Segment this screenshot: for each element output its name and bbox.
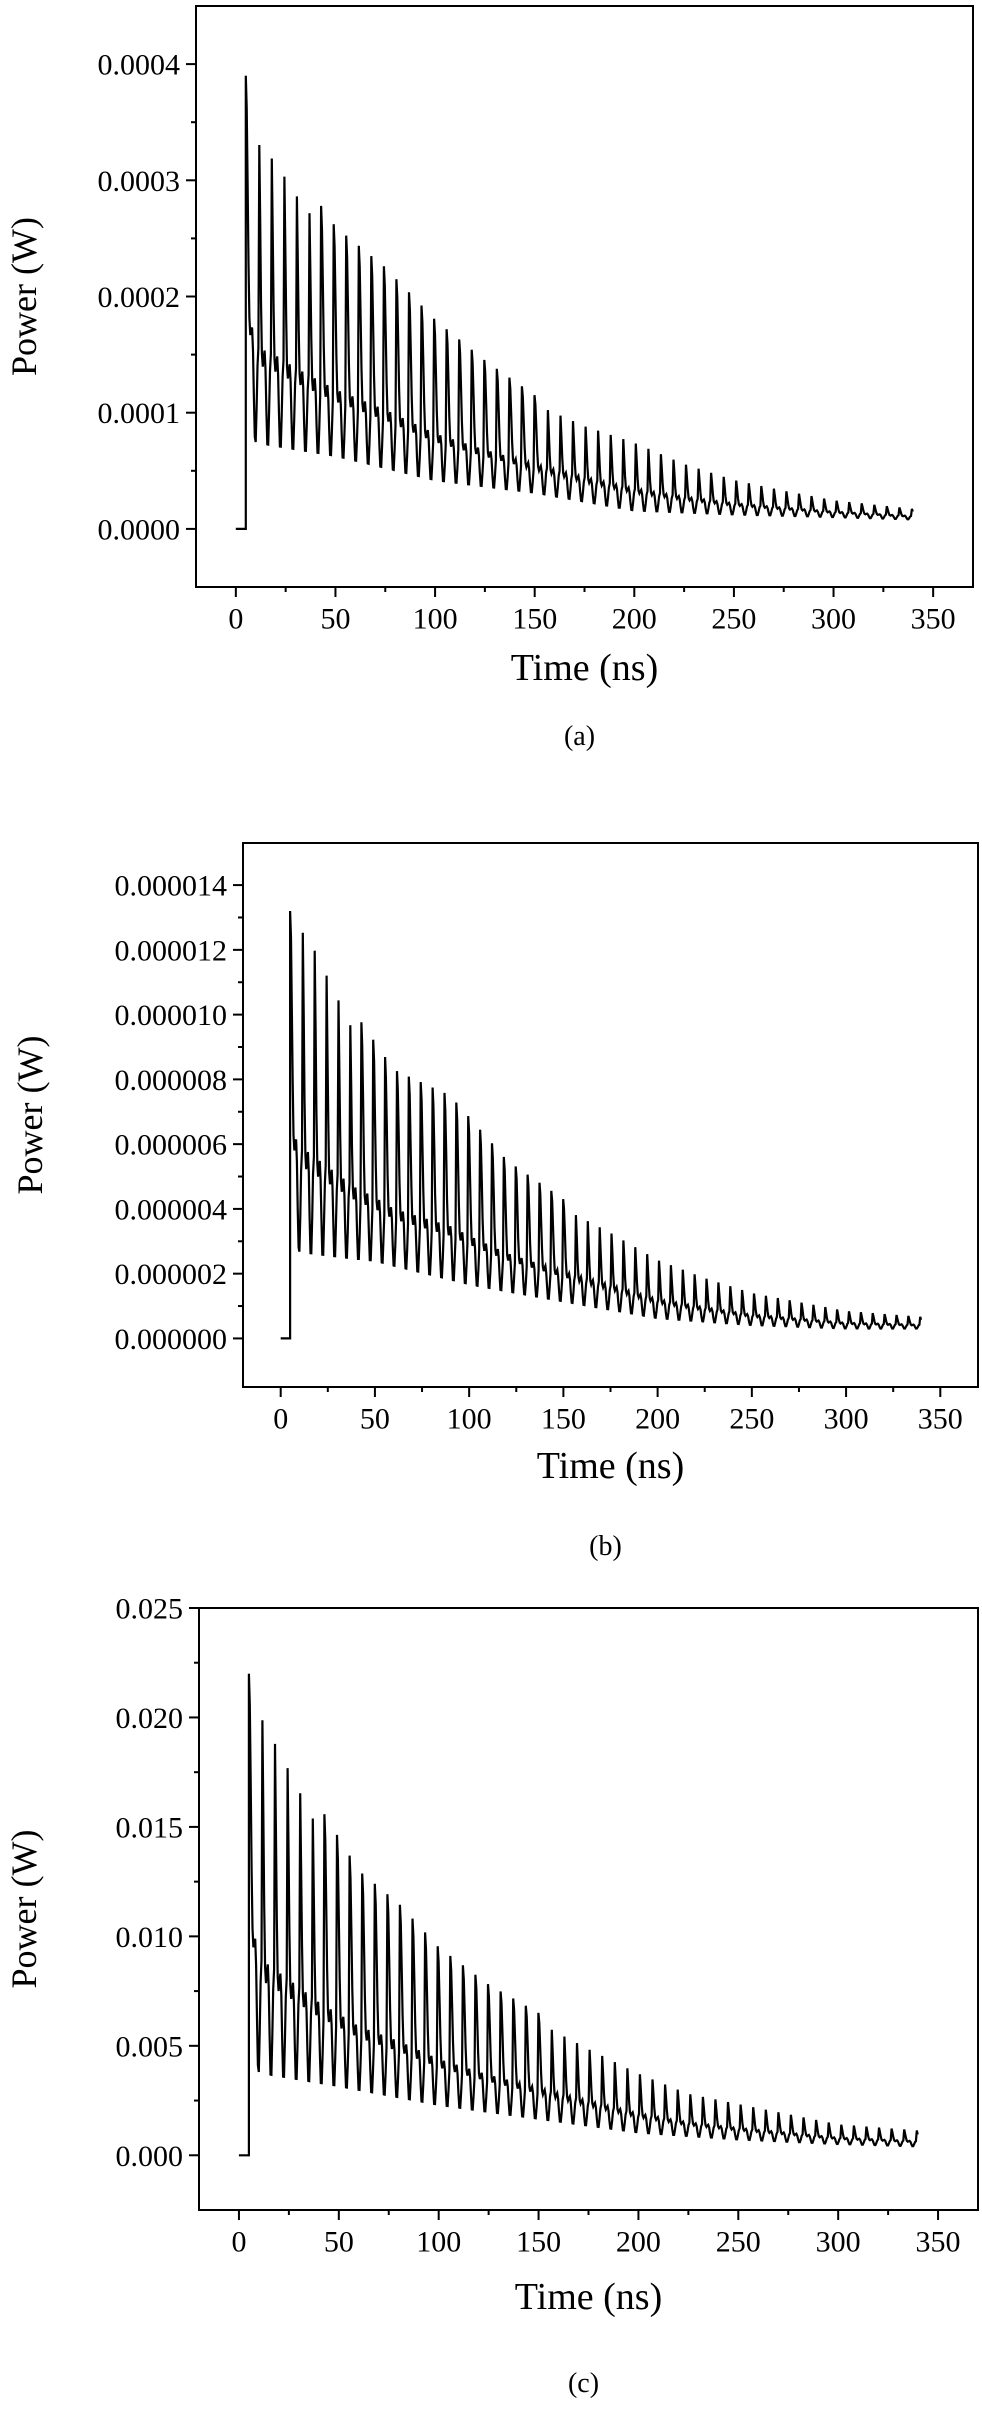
- x-tick-label: 350: [916, 2226, 961, 2259]
- y-tick-label: 0.000010: [115, 999, 228, 1032]
- y-axis-ticks: 0.0000 0.0001 0.0002 0.0003 0.0004: [98, 49, 196, 546]
- power-series-line: [235, 75, 914, 530]
- x-axis-label: Time (ns): [515, 2276, 662, 2318]
- y-tick-label: 0.020: [116, 1702, 184, 1735]
- x-axis-label: Time (ns): [511, 647, 658, 689]
- chart-panel-c: 0.000 0.005 0.010 0.015 0.020 0.025 0 50 100 150…: [4, 1593, 979, 2399]
- x-tick-label: 0: [231, 2226, 246, 2259]
- x-tick-label: 50: [324, 2226, 354, 2259]
- y-tick-label: 0.000012: [115, 934, 228, 967]
- plot-frame: [198, 1607, 979, 2211]
- x-tick-label: 200: [616, 2226, 661, 2259]
- power-series-line: [238, 1673, 919, 2157]
- y-tick-label: 0.025: [116, 1593, 184, 1626]
- y-tick-label: 0.000000: [115, 1323, 228, 1356]
- panel-caption: (b): [589, 1531, 622, 1562]
- x-tick-label: 100: [416, 2226, 461, 2259]
- plot-frame: [195, 5, 974, 588]
- y-tick-label: 0.015: [116, 1811, 184, 1844]
- power-series-line: [280, 910, 923, 1340]
- x-tick-label: 250: [711, 603, 756, 636]
- panel-caption: (c): [568, 2368, 599, 2399]
- y-tick-label: 0.000002: [115, 1258, 228, 1291]
- x-tick-label: 50: [360, 1403, 390, 1436]
- x-tick-label: 0: [228, 603, 243, 636]
- x-tick-label: 150: [512, 603, 557, 636]
- y-tick-label: 0.005: [116, 2030, 184, 2063]
- x-tick-label: 0: [273, 1403, 288, 1436]
- x-tick-label: 100: [413, 603, 458, 636]
- y-tick-label: 0.000008: [115, 1064, 228, 1097]
- plot-frame: [242, 842, 979, 1388]
- chart-panel-a: 0.0000 0.0001 0.0002 0.0003 0.0004 0 50 100 150…: [4, 5, 974, 752]
- power-trace: [235, 75, 914, 530]
- x-axis-ticks: 0 50 100 150 200 250 300 350: [228, 587, 956, 636]
- y-tick-label: 0.0003: [98, 165, 181, 198]
- y-axis-label: Power (W): [4, 217, 44, 376]
- x-tick-label: 250: [729, 1403, 774, 1436]
- y-tick-label: 0.010: [116, 1921, 184, 1954]
- x-tick-label: 350: [911, 603, 956, 636]
- y-tick-label: 0.0001: [98, 397, 181, 430]
- y-axis-label: Power (W): [4, 1830, 44, 1989]
- y-tick-label: 0.0000: [98, 513, 181, 546]
- x-tick-label: 250: [716, 2226, 761, 2259]
- y-tick-label: 0.0002: [98, 281, 181, 314]
- x-tick-label: 100: [447, 1403, 492, 1436]
- panel-caption: (a): [564, 721, 595, 752]
- x-tick-label: 300: [824, 1403, 869, 1436]
- y-axis-ticks: 0.000000 0.000002 0.000004 0.000006 0.000008…: [115, 870, 243, 1356]
- y-tick-label: 0.000004: [115, 1193, 228, 1226]
- x-tick-label: 150: [541, 1403, 586, 1436]
- y-tick-label: 0.0004: [98, 49, 181, 82]
- x-tick-label: 150: [516, 2226, 561, 2259]
- x-tick-label: 50: [320, 603, 350, 636]
- y-tick-label: 0.000014: [115, 870, 228, 903]
- chart-panel-b: 0.000000 0.000002 0.000004 0.000006 0.000008…: [10, 842, 979, 1562]
- x-tick-label: 300: [811, 603, 856, 636]
- power-trace: [280, 910, 923, 1340]
- x-tick-label: 200: [635, 1403, 680, 1436]
- y-tick-label: 0.000: [116, 2140, 184, 2173]
- x-axis-ticks: 0 50 100 150 200 250 300 350: [231, 2210, 961, 2259]
- x-axis-label: Time (ns): [537, 1445, 684, 1487]
- y-axis-ticks: 0.000 0.005 0.010 0.015 0.020 0.025: [116, 1593, 199, 2173]
- x-axis-ticks: 0 50 100 150 200 250 300 350: [273, 1387, 963, 1436]
- power-trace: [238, 1673, 919, 2157]
- y-tick-label: 0.000006: [115, 1129, 228, 1162]
- x-tick-label: 300: [816, 2226, 861, 2259]
- x-tick-label: 200: [612, 603, 657, 636]
- y-axis-label: Power (W): [10, 1036, 50, 1195]
- x-tick-label: 350: [918, 1403, 963, 1436]
